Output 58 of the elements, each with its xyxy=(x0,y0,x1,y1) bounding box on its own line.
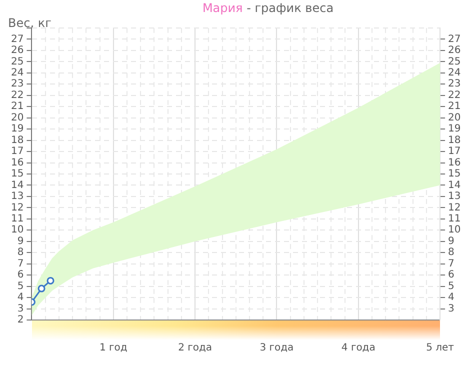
y2-tick-label: 3 xyxy=(448,303,454,314)
y2-tick-label: 26 xyxy=(448,45,461,56)
y-axis-title: Вес, кг xyxy=(8,16,52,30)
y2-tick-label: 17 xyxy=(448,146,461,158)
y2-tick-label: 8 xyxy=(448,247,454,258)
y2-tick-label: 7 xyxy=(448,258,454,270)
y2-tick-label: 27 xyxy=(448,34,461,45)
y-tick-label: 20 xyxy=(10,112,24,124)
y-tick-label: 5 xyxy=(17,280,24,292)
y-tick-label: 11 xyxy=(10,214,24,225)
y2-tick-label: 24 xyxy=(448,68,461,79)
y-tick-label: 24 xyxy=(10,68,24,79)
y-tick-label: 3 xyxy=(17,303,24,314)
y2-tick-label: 22 xyxy=(448,90,461,101)
y2-tick-label: 5 xyxy=(448,280,454,292)
x-tick-label: 1 год xyxy=(99,342,128,354)
y-tick-label: 16 xyxy=(10,157,24,168)
y-tick-label: 13 xyxy=(10,191,24,202)
y-tick-label: 14 xyxy=(10,180,24,191)
y-tick-label: 23 xyxy=(10,78,24,90)
y-tick-label: 9 xyxy=(17,236,24,247)
y2-tick-label: 13 xyxy=(448,191,461,202)
y2-tick-label: 15 xyxy=(448,168,461,180)
y2-tick-label: 12 xyxy=(448,202,461,214)
y2-tick-label: 14 xyxy=(448,180,461,191)
x-tick-label: 5 лет xyxy=(426,342,454,354)
y2-tick-label: 16 xyxy=(448,157,461,168)
y-tick-label: 4 xyxy=(17,292,24,304)
y2-tick-label: 18 xyxy=(448,134,461,146)
y2-tick-label: 25 xyxy=(448,56,461,68)
y2-tick-label: 23 xyxy=(448,78,461,90)
y-tick-label: 12 xyxy=(10,202,24,214)
y-tick-label: 17 xyxy=(10,146,24,158)
y-tick-label: 2 xyxy=(17,314,24,326)
y-tick-label: 21 xyxy=(10,101,24,112)
y-tick-label: 26 xyxy=(10,45,24,56)
y-tick-label: 22 xyxy=(10,90,24,101)
y2-tick-label: 4 xyxy=(448,292,454,304)
y2-tick-label: 21 xyxy=(448,101,461,112)
y-tick-label: 7 xyxy=(17,258,24,270)
y-tick-label: 8 xyxy=(17,247,24,258)
y2-tick-label: 11 xyxy=(448,214,461,225)
y-tick-label: 25 xyxy=(10,56,24,68)
chart-title: Мария - график веса xyxy=(202,1,334,15)
y2-tick-label: 9 xyxy=(448,236,454,247)
x-tick-label: 2 года xyxy=(178,342,212,354)
y-tick-label: 18 xyxy=(10,134,24,146)
y2-tick-label: 19 xyxy=(448,124,461,135)
y2-tick-label: 6 xyxy=(448,270,454,281)
y-tick-label: 15 xyxy=(10,168,24,180)
x-tick-label: 4 года xyxy=(341,342,376,354)
y-tick-label: 19 xyxy=(10,124,24,135)
y-tick-label: 27 xyxy=(10,34,24,45)
y-tick-label: 6 xyxy=(17,270,24,281)
x-tick-label: 3 года xyxy=(260,342,294,354)
y-tick-label: 10 xyxy=(10,224,24,236)
y2-tick-label: 10 xyxy=(448,224,461,236)
y2-tick-label: 20 xyxy=(448,112,461,124)
